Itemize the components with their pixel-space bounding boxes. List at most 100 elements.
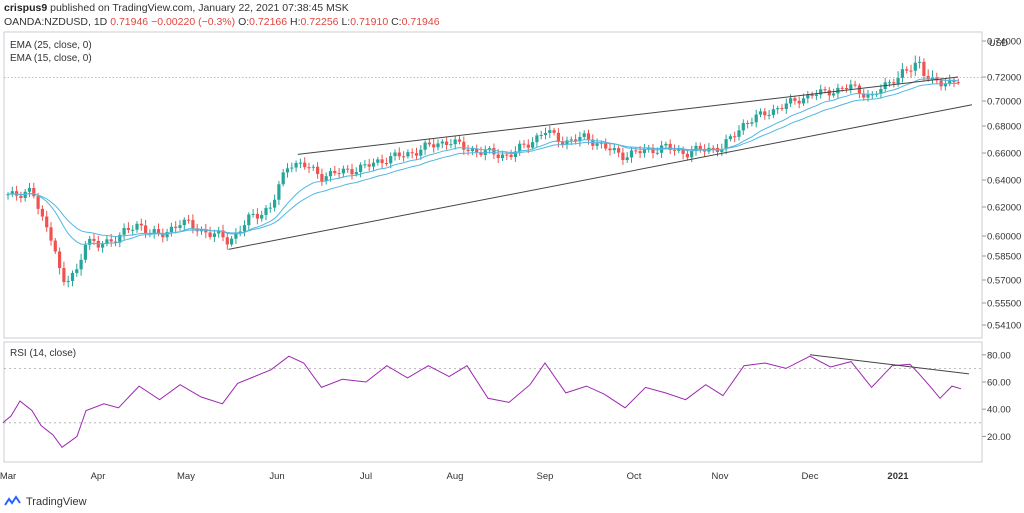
candle-body	[423, 142, 427, 150]
candle	[101, 241, 105, 253]
candle	[410, 148, 414, 159]
candle-body	[591, 139, 595, 146]
candle-body	[79, 259, 83, 270]
candle-body	[406, 152, 410, 157]
candle	[900, 63, 904, 83]
candle-body	[242, 225, 247, 232]
price-grid	[3, 31, 983, 463]
candle-body	[432, 144, 436, 148]
candle-body	[58, 251, 62, 269]
price-tick-label-11: 0.54100	[987, 321, 1021, 332]
candle-body	[238, 231, 242, 233]
ema15-legend[interactable]: EMA (15, close, 0)	[10, 53, 92, 64]
candle	[655, 147, 659, 156]
candle	[148, 229, 152, 238]
candle-body	[225, 237, 229, 245]
candle-body	[62, 268, 66, 282]
candle	[840, 85, 844, 92]
candle-body	[6, 194, 10, 196]
rsi-legend[interactable]: RSI (14, close)	[10, 348, 77, 359]
candle-body	[604, 142, 608, 149]
candle-body	[879, 89, 883, 94]
candle	[152, 225, 156, 239]
candle	[45, 210, 49, 232]
price-tick-label-8: 0.58500	[987, 252, 1021, 263]
candle-body	[797, 100, 801, 104]
candle	[79, 253, 83, 276]
candle-body	[380, 159, 384, 164]
author-name[interactable]: crispus9	[4, 2, 48, 14]
candle	[199, 226, 204, 235]
candle	[543, 127, 548, 140]
high-label: H:	[290, 16, 301, 28]
candle	[427, 138, 431, 147]
candle-body	[840, 87, 844, 89]
candle-body	[316, 166, 320, 174]
tradingview-logo-icon	[4, 495, 21, 506]
candle-body	[862, 93, 866, 98]
candle	[419, 145, 423, 160]
candle-body	[582, 133, 586, 137]
candle-body	[741, 123, 745, 131]
time-tick-label-8: Nov	[712, 471, 729, 482]
candle	[552, 127, 556, 136]
candle	[664, 141, 668, 150]
candle-body	[814, 94, 818, 96]
candle	[578, 131, 582, 147]
rsi-layer	[2, 354, 982, 448]
upper-trendline	[297, 76, 959, 155]
candle	[432, 138, 436, 153]
candle	[746, 120, 750, 129]
candle-body	[453, 139, 457, 145]
candle-body	[685, 153, 689, 158]
candle-body	[410, 152, 414, 154]
candle-body	[677, 149, 681, 151]
candle	[144, 219, 148, 239]
candle-body	[178, 225, 182, 228]
trendline-layer	[228, 76, 973, 250]
candle	[109, 233, 113, 247]
candle	[810, 91, 814, 99]
candle	[187, 214, 191, 224]
candle-body	[483, 150, 487, 155]
candle-body	[625, 157, 629, 160]
open-value: 0.72166	[249, 16, 288, 28]
candle	[849, 79, 853, 94]
candle	[608, 143, 612, 156]
ema25-legend[interactable]: EMA (25, close, 0)	[10, 40, 92, 51]
candle	[27, 183, 32, 198]
candle-body	[543, 133, 548, 136]
candle-body	[634, 150, 638, 152]
time-tick-label-3: Jun	[269, 471, 284, 482]
candle-body	[789, 98, 793, 104]
candle-body	[513, 151, 517, 158]
candle	[930, 70, 935, 85]
candle-body	[169, 226, 173, 233]
candle	[371, 158, 376, 172]
candle-body	[810, 94, 814, 96]
candle	[298, 158, 302, 169]
candle-body	[539, 135, 543, 137]
candle	[604, 138, 608, 151]
brand-label[interactable]: TradingView	[26, 496, 87, 508]
candle-body	[208, 232, 212, 237]
candle-body	[526, 144, 530, 148]
candle	[561, 136, 565, 148]
candle	[290, 162, 294, 173]
candle	[15, 185, 19, 201]
candle-body	[268, 207, 272, 209]
candle	[694, 142, 698, 156]
candle-body	[350, 169, 354, 175]
price-tick-label-9: 0.57000	[987, 276, 1021, 287]
candle	[922, 58, 926, 81]
candle-body	[728, 136, 732, 140]
candle-body	[522, 143, 526, 145]
candle	[58, 247, 62, 275]
candle	[638, 146, 642, 159]
candle-body	[801, 98, 806, 104]
candle-body	[853, 84, 857, 86]
candle	[217, 226, 221, 238]
candle	[457, 136, 462, 145]
candle-body	[492, 148, 496, 155]
